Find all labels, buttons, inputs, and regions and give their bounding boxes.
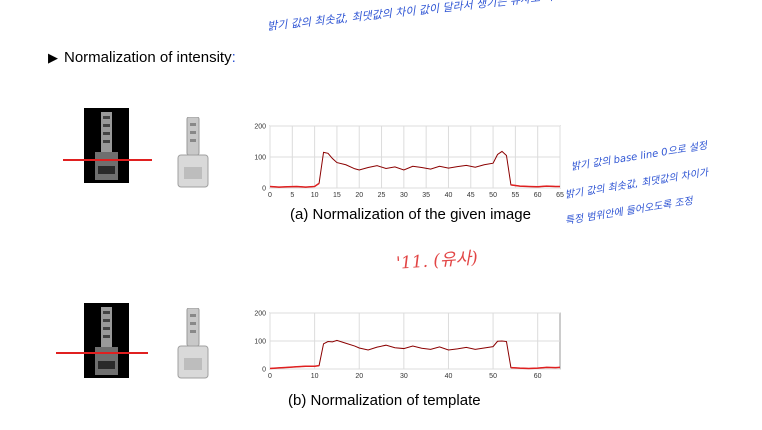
x-tick-label: 65 xyxy=(556,192,564,199)
x-tick-label: 25 xyxy=(378,192,386,199)
x-tick-label: 20 xyxy=(355,373,363,380)
scan-line-given xyxy=(63,159,152,161)
x-tick-label: 30 xyxy=(400,192,408,199)
x-tick-label: 35 xyxy=(422,192,430,199)
handwritten-note-middle: '11. (유사) xyxy=(395,248,479,274)
bullet-icon: ▶ xyxy=(48,50,58,65)
caption-template: (b) Normalization of template xyxy=(288,392,481,409)
x-tick-label: 60 xyxy=(534,192,542,199)
baseline-segment-right xyxy=(510,366,561,370)
scan-line-template xyxy=(56,352,148,354)
x-tick-label: 0 xyxy=(268,192,272,199)
baseline-segment-left xyxy=(269,182,320,188)
x-tick-label: 30 xyxy=(400,373,408,380)
key-image-given xyxy=(174,117,214,192)
y-tick-label: 100 xyxy=(254,155,266,162)
x-tick-label: 40 xyxy=(445,373,453,380)
caption-given-image: (a) Normalization of the given image xyxy=(290,206,531,223)
y-tick-label: 200 xyxy=(254,311,266,318)
y-tick-label: 0 xyxy=(262,186,266,193)
xray-image-template xyxy=(84,303,129,378)
y-tick-label: 100 xyxy=(254,339,266,346)
x-tick-label: 50 xyxy=(489,373,497,380)
handwritten-note-main: 밝기 값의 최솟값, 최댓값의 차이 값이 달라서 생기는 유사도 차이 방지 xyxy=(266,0,588,34)
key-image-template xyxy=(174,308,214,383)
intensity-chart-template: 0 10 20 30 40 50 60 0 100 200 xyxy=(254,311,561,380)
x-tick-label: 5 xyxy=(290,192,294,199)
intensity-chart-given: 0 5 10 15 20 25 30 35 40 45 50 55 60 65 0 100 200 xyxy=(254,124,564,200)
baseline-segment-right xyxy=(510,184,560,188)
x-tick-label: 10 xyxy=(311,192,319,199)
x-tick-label: 15 xyxy=(333,192,341,199)
heading-text: Normalization of intensity xyxy=(64,49,232,66)
intensity-series-line xyxy=(269,150,560,188)
section-heading: ▶ Normalization of intensity: xyxy=(48,49,236,66)
x-tick-label: 55 xyxy=(511,192,519,199)
y-tick-label: 0 xyxy=(262,367,266,374)
x-tick-label: 20 xyxy=(355,192,363,199)
x-tick-label: 0 xyxy=(268,373,272,380)
baseline-segment-left xyxy=(269,364,320,370)
heading-colon: : xyxy=(231,49,236,66)
intensity-series-line xyxy=(269,339,561,369)
xray-image-given xyxy=(84,108,129,183)
y-tick-label: 200 xyxy=(254,124,266,131)
x-tick-label: 45 xyxy=(467,192,475,199)
x-tick-label: 10 xyxy=(311,373,319,380)
x-tick-label: 50 xyxy=(489,192,497,199)
x-tick-label: 40 xyxy=(445,192,453,199)
x-tick-label: 60 xyxy=(534,373,542,380)
